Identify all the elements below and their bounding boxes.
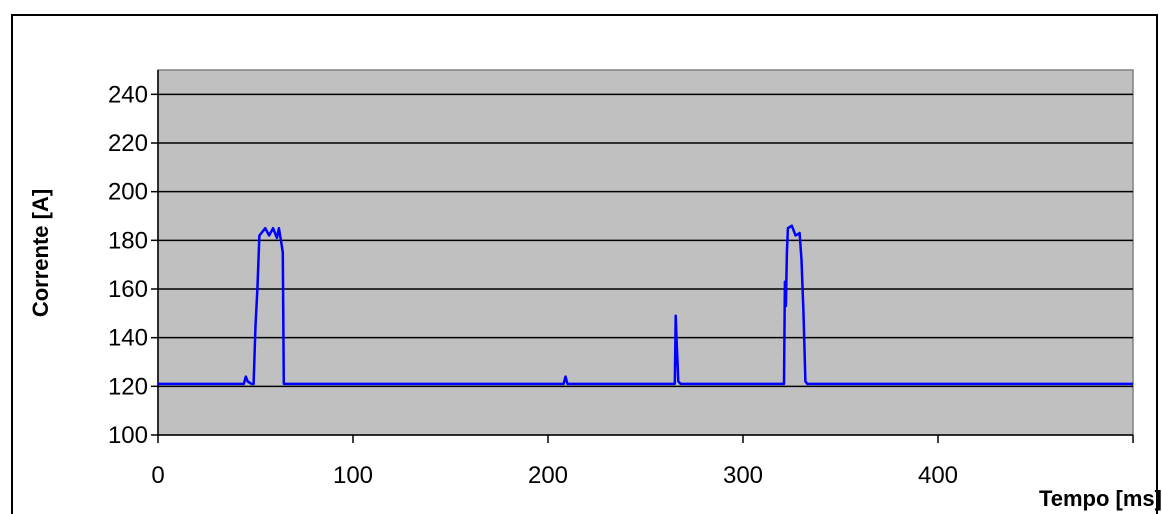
y-tick-label: 120 (108, 373, 148, 400)
plot-area (157, 69, 1134, 436)
y-tick-label: 220 (108, 130, 148, 157)
y-tick-label: 240 (108, 81, 148, 108)
x-tick-label: 200 (528, 462, 568, 489)
y-tick-label: 100 (108, 422, 148, 449)
y-axis-label: Corrente [A] (28, 189, 53, 317)
series-group (158, 224, 1133, 386)
x-tick-label: 100 (333, 462, 373, 489)
y-tick-labels: 100 120 140 160 180 200 220 240 (108, 81, 158, 449)
x-tick-label: 0 (151, 462, 164, 489)
y-tick-label: 180 (108, 227, 148, 254)
x-axis-label: Tempo [ms] (1039, 486, 1162, 511)
y-tick-label: 200 (108, 179, 148, 206)
gridlines (158, 93, 1133, 388)
x-tick-label: 400 (918, 462, 958, 489)
x-tick-labels: 0 100 200 300 400 (151, 435, 1134, 489)
y-tick-label: 140 (108, 325, 148, 352)
series-line-1 (158, 224, 1133, 386)
x-tick-label: 300 (723, 462, 763, 489)
y-tick-label: 160 (108, 276, 148, 303)
axes (157, 70, 1133, 436)
